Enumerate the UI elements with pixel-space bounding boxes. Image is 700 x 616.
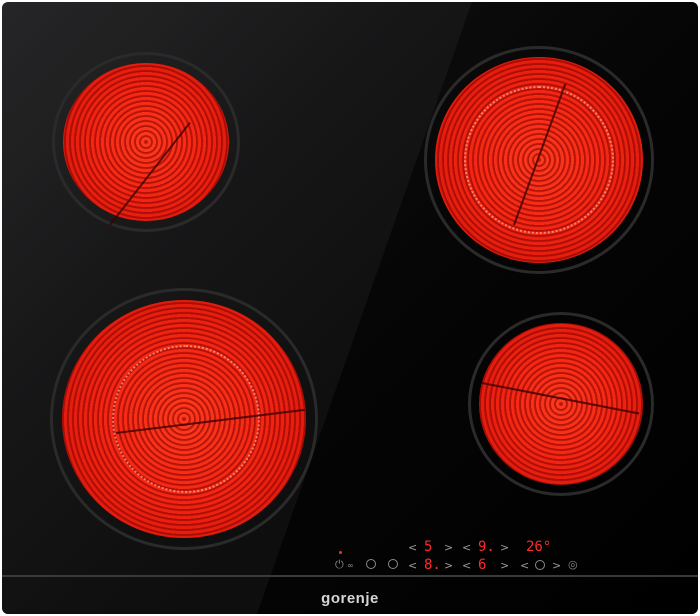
stopwatch-icon[interactable]: ◎: [568, 559, 578, 570]
timer-decrease-button[interactable]: <: [520, 560, 529, 571]
timer-increase-button[interactable]: >: [552, 560, 561, 571]
brand-logo: gorenje: [2, 590, 698, 607]
zone3-increase-button[interactable]: >: [444, 560, 453, 571]
timer-icon: [535, 560, 545, 570]
rear-right-zone[interactable]: [424, 46, 654, 274]
zone1-power-display: 5: [424, 540, 432, 554]
keep-warm-icon[interactable]: [366, 559, 376, 569]
zone4-power-display: 6: [478, 558, 486, 572]
heating-element: [479, 323, 643, 485]
timer-display: 26°: [526, 540, 551, 554]
zone3-decrease-button[interactable]: <: [408, 560, 417, 571]
zone2-power-display: 9.: [478, 540, 495, 554]
heating-element: [63, 63, 229, 221]
zone1-decrease-button[interactable]: <: [408, 542, 417, 553]
zone2-decrease-button[interactable]: <: [462, 542, 471, 553]
zone3-power-display: 8.: [424, 558, 441, 572]
rear-left-zone[interactable]: [52, 52, 240, 232]
zone4-increase-button[interactable]: >: [500, 560, 509, 571]
front-right-zone[interactable]: [468, 312, 654, 496]
zone2-increase-button[interactable]: >: [500, 542, 509, 553]
power-icon[interactable]: ⏻: [335, 559, 344, 570]
pause-icon[interactable]: [388, 559, 398, 569]
front-left-zone[interactable]: [50, 288, 318, 550]
zone1-increase-button[interactable]: >: [444, 542, 453, 553]
control-strip-divider: [2, 575, 698, 577]
inner-ring-marker: [464, 86, 614, 234]
lock-icon[interactable]: ∞: [347, 560, 354, 571]
power-indicator-led: [339, 551, 342, 554]
zone4-decrease-button[interactable]: <: [462, 560, 471, 571]
